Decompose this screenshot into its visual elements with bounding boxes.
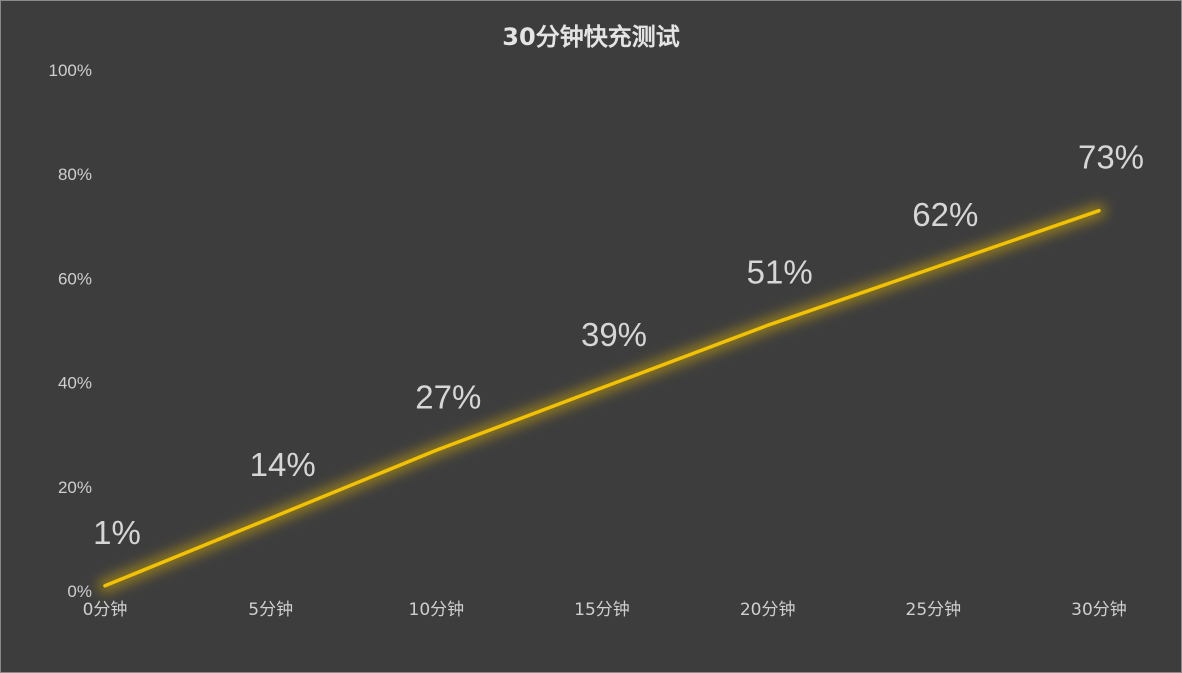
x-tick-label: 25分钟 xyxy=(906,600,962,620)
data-label: 73% xyxy=(1078,139,1144,176)
data-label: 51% xyxy=(747,253,813,290)
x-tick-label: 0分钟 xyxy=(83,600,128,620)
data-label: 27% xyxy=(415,378,481,415)
y-tick-label: 60% xyxy=(58,269,92,288)
x-tick-label: 15分钟 xyxy=(574,600,630,620)
data-label: 62% xyxy=(912,196,978,233)
data-label: 1% xyxy=(93,514,141,551)
y-tick-label: 40% xyxy=(58,374,92,393)
y-tick-label: 20% xyxy=(58,478,92,497)
data-label: 39% xyxy=(581,316,647,353)
series-group xyxy=(98,203,1106,593)
y-tick-label: 80% xyxy=(58,165,92,184)
series-line xyxy=(103,208,1101,588)
x-tick-label: 10分钟 xyxy=(409,600,465,620)
x-tick-label: 30分钟 xyxy=(1071,600,1127,620)
x-tick-label: 5分钟 xyxy=(248,600,293,620)
y-tick-label: 100% xyxy=(49,61,92,80)
data-label: 14% xyxy=(250,446,316,483)
series-line-glow xyxy=(98,203,1106,593)
x-tick-label: 20分钟 xyxy=(740,600,796,620)
y-axis-ticks: 0% 20% 40% 60% 80% 100% xyxy=(49,61,92,601)
x-axis-ticks: 0分钟 5分钟 10分钟 15分钟 20分钟 25分钟 30分钟 xyxy=(83,600,1127,620)
chart-title: 30分钟快充测试 xyxy=(502,23,679,51)
data-labels: 1% 14% 27% 39% 51% 62% 73% xyxy=(93,139,1144,551)
y-tick-label: 0% xyxy=(67,582,92,601)
